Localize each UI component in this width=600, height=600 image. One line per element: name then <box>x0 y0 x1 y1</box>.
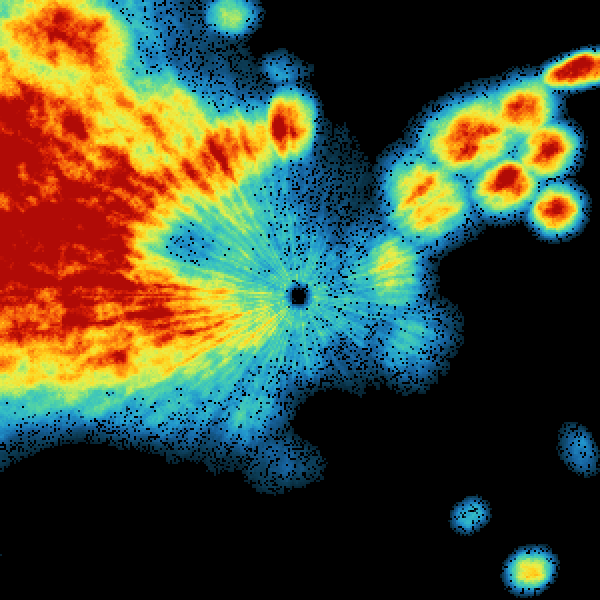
radar-reflectivity-canvas <box>0 0 600 600</box>
radar-image-viewport: Radar base reflectivity plan-position-in… <box>0 0 600 600</box>
